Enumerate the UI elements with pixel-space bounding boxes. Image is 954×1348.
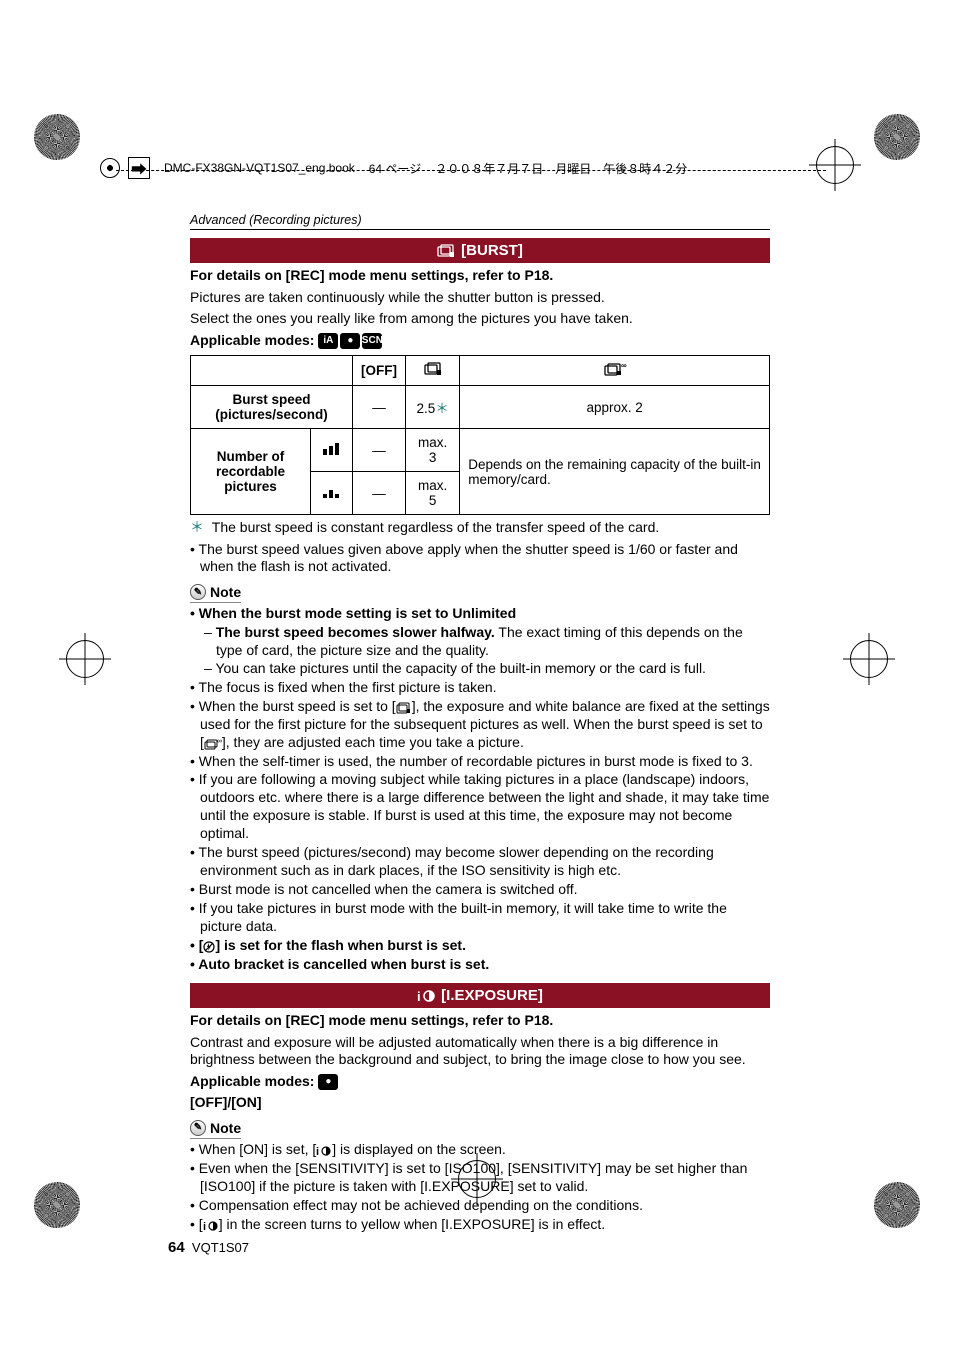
burst-note-heading: ✎ Note <box>190 584 241 603</box>
note-moving: If you are following a moving subject wh… <box>190 771 770 843</box>
cell-speed-off: — <box>353 386 406 429</box>
registration-mark <box>850 640 888 678</box>
burst-icon-inline <box>396 702 412 714</box>
cell-speed-inf: approx. 2 <box>460 386 770 429</box>
doc-date: ２００８年７月７日 月曜日 午後８時４２分 <box>435 160 687 177</box>
burst-desc-2: Select the ones you really like from amo… <box>190 310 770 328</box>
iexp-note-comp: Compensation effect may not be achieved … <box>190 1197 770 1215</box>
iexp-note-label: Note <box>210 1120 241 1136</box>
burst-banner: [BURST] <box>190 238 770 263</box>
note-flash: [] is set for the flash when burst is se… <box>190 937 770 955</box>
row-number-label: Number of recordable pictures <box>191 429 311 515</box>
mode-ia-icon: iA <box>318 333 338 349</box>
note-unlimited-head: When the burst mode setting is set to Un… <box>190 605 770 623</box>
iexp-desc: Contrast and exposure will be adjusted a… <box>190 1034 770 1069</box>
burst-desc-1: Pictures are taken continuously while th… <box>190 289 770 307</box>
note-icon: ✎ <box>190 584 206 600</box>
iexposure-inline-icon: i <box>316 1145 332 1157</box>
burst-inf-icon-inline: ∞ <box>204 738 222 750</box>
iexposure-inline-icon: i <box>203 1220 219 1232</box>
iexp-note-sens: Even when the [SENSITIVITY] is set to [I… <box>190 1160 770 1196</box>
burst-notes-sub: The burst speed becomes slower halfway. … <box>190 624 770 678</box>
crop-ornament <box>874 1182 920 1228</box>
footnote-list: The burst speed values given above apply… <box>190 541 770 577</box>
cell-num-inf: Depends on the remaining capacity of the… <box>460 429 770 515</box>
burst-banner-label: [BURST] <box>461 242 523 259</box>
iexp-notes: When [ON] is set, [i] is displayed on th… <box>190 1141 770 1234</box>
iexp-off-on: [OFF]/[ON] <box>190 1094 770 1112</box>
footnote-star: ＊ The burst speed is constant regardless… <box>190 519 770 537</box>
burst-notes-2: The focus is fixed when the first pictur… <box>190 679 770 974</box>
burst-details-line: For details on [REC] mode menu settings,… <box>190 267 770 285</box>
burst-icon <box>437 244 455 258</box>
page-footer: 64 VQT1S07 <box>168 1239 249 1256</box>
iexp-applicable-label: Applicable modes: <box>190 1073 314 1089</box>
row-burst-speed-label: Burst speed (pictures/second) <box>191 386 353 429</box>
note-selftimer: When the self-timer is used, the number … <box>190 753 770 771</box>
footnote-flash: The burst speed values given above apply… <box>190 541 770 577</box>
doc-code: VQT1S07 <box>192 1240 249 1255</box>
burst-spec-table: [OFF] ∞ Burst speed (pictures/second) — … <box>190 355 770 515</box>
iexp-note-on: When [ON] is set, [i] is displayed on th… <box>190 1141 770 1159</box>
binding-mark <box>100 158 120 178</box>
svg-text:i: i <box>417 989 421 1003</box>
section-header: Advanced (Recording pictures) <box>190 213 770 230</box>
doc-page-label: 64 ページ <box>369 160 421 177</box>
iexposure-icon: i <box>417 989 435 1003</box>
note-unlimited-b: You can take pictures until the capacity… <box>204 660 770 678</box>
mode-normal-icon: ● <box>340 333 360 349</box>
note-unlimited-a: The burst speed becomes slower halfway. … <box>204 624 770 660</box>
cell-speed-burst: 2.5＊ <box>406 386 460 429</box>
registration-mark <box>66 640 104 678</box>
burst-notes: When the burst mode setting is set to Un… <box>190 605 770 623</box>
applicable-label: Applicable modes: <box>190 332 314 348</box>
quality-std-icon <box>311 472 353 515</box>
doc-header: ⮕ DMC-FX38GN-VQT1S07_eng.book 64 ページ ２００… <box>128 157 820 179</box>
iexp-note-heading: ✎ Note <box>190 1120 241 1139</box>
note-slower: The burst speed (pictures/second) may be… <box>190 844 770 880</box>
header-dash-line <box>116 170 826 171</box>
note-autobracket: Auto bracket is cancelled when burst is … <box>190 956 770 974</box>
doc-filename: DMC-FX38GN-VQT1S07_eng.book <box>164 161 355 175</box>
note-label: Note <box>210 584 241 600</box>
burst-applicable-modes: Applicable modes: iA ● SCN <box>190 332 770 350</box>
mode-normal-icon: ● <box>318 1074 338 1090</box>
note-builtin: If you take pictures in burst mode with … <box>190 900 770 936</box>
cell-num-fine-off: — <box>353 429 406 472</box>
svg-text:i: i <box>316 1146 319 1157</box>
iexp-details-line: For details on [REC] mode menu settings,… <box>190 1012 770 1030</box>
iexp-applicable: Applicable modes: ● <box>190 1073 770 1091</box>
mode-badges: iA ● SCN <box>318 333 382 349</box>
note-focus: The focus is fixed when the first pictur… <box>190 679 770 697</box>
flash-off-icon <box>203 941 215 953</box>
svg-text:∞: ∞ <box>621 362 627 370</box>
svg-text:i: i <box>203 1221 206 1232</box>
crop-ornament <box>34 1182 80 1228</box>
crop-ornament <box>874 114 920 160</box>
note-notcancelled: Burst mode is not cancelled when the cam… <box>190 881 770 899</box>
col-burst-inf-icon: ∞ <box>460 356 770 386</box>
iexposure-banner: i [I.EXPOSURE] <box>190 983 770 1008</box>
registration-mark <box>816 146 854 184</box>
crop-ornament <box>34 114 80 160</box>
note-exposure: When the burst speed is set to [], the e… <box>190 698 770 752</box>
note-icon: ✎ <box>190 1120 206 1136</box>
col-off: [OFF] <box>353 356 406 386</box>
page-arrow-icon: ⮕ <box>128 157 150 179</box>
page-number: 64 <box>168 1239 185 1256</box>
cell-num-fine-burst: max. 3 <box>406 429 460 472</box>
iexp-note-yellow: [i] in the screen turns to yellow when [… <box>190 1216 770 1234</box>
quality-fine-icon <box>311 429 353 472</box>
cell-num-std-burst: max. 5 <box>406 472 460 515</box>
iexposure-banner-label: [I.EXPOSURE] <box>441 987 543 1004</box>
page-content: Advanced (Recording pictures) [BURST] Fo… <box>190 213 770 1234</box>
col-burst-icon <box>406 356 460 386</box>
cell-num-std-off: — <box>353 472 406 515</box>
mode-scn-icon: SCN <box>362 333 382 349</box>
